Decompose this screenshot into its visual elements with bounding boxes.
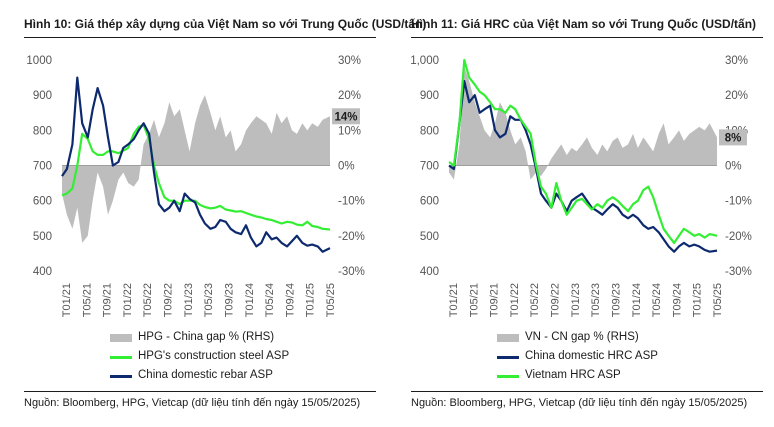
x-tick-label: T01/21: [448, 283, 460, 317]
y-tick-label-left: 700: [420, 161, 439, 173]
source-divider: [411, 391, 763, 392]
y-tick-label-right: 0%: [725, 161, 742, 173]
legend-label: HPG - China gap % (RHS): [138, 331, 275, 343]
legend-item-china: China domestic HRC ASP: [497, 349, 767, 365]
x-tick-label: T01/21: [61, 283, 73, 317]
chart-svg: 400 500 600 700 800 900 1000 -30% -20% -10% 0% 10% 2…: [26, 55, 365, 317]
legend-item-vn: Vietnam HRC ASP: [497, 368, 767, 384]
legend-item-china: China domestic rebar ASP: [110, 368, 380, 384]
x-tick-label: T05/25: [325, 283, 337, 317]
x-tick-label: T01/23: [570, 283, 582, 317]
y-tick-label-right: 20%: [338, 90, 361, 102]
legend-swatch: [110, 356, 132, 359]
y-tick-label-right: 20%: [725, 90, 748, 102]
y-tick-label-left: 800: [420, 125, 439, 137]
source-note: Nguồn: Bloomberg, HPG, Vietcap (dữ liệu …: [411, 397, 748, 409]
x-tick-label: T05/22: [142, 283, 154, 317]
legend-item-gap: VN - CN gap % (RHS): [497, 330, 767, 346]
legend-swatch: [497, 375, 519, 378]
legend-label: China domestic rebar ASP: [138, 369, 273, 381]
y-tick-label-right: -10%: [725, 196, 752, 208]
source-note: Nguồn: Bloomberg, HPG, Vietcap (dữ liệu …: [24, 397, 361, 409]
line-series: [448, 79, 718, 253]
x-tick-label: T09/21: [489, 283, 501, 317]
y-tick-label-right: -20%: [338, 231, 365, 243]
x-tick-label: T09/24: [284, 283, 296, 317]
legend-swatch: [110, 375, 132, 378]
x-tick-label: T09/24: [671, 283, 683, 317]
legend-label: VN - CN gap % (RHS): [525, 331, 639, 343]
last-value-box: [332, 108, 360, 125]
legend-item-hpg: HPG's construction steel ASP: [110, 349, 380, 365]
y-tick-label-left: 500: [420, 231, 439, 243]
legend-label: China domestic HRC ASP: [525, 350, 658, 362]
y-tick-label-left: 600: [33, 196, 52, 208]
y-tick-label-right: -20%: [725, 231, 752, 243]
x-tick-label: T05/22: [529, 283, 541, 317]
legend-swatch: [497, 334, 519, 342]
x-tick-label: T05/24: [651, 283, 663, 317]
y-tick-label-left: 1000: [26, 55, 52, 67]
x-tick-label: T09/23: [610, 283, 622, 317]
x-tick-label: T01/22: [122, 283, 134, 317]
chart-panel-left: Hình 10: Giá thép xây dựng của Việt Nam …: [24, 17, 427, 409]
x-tick-label: T05/21: [81, 283, 93, 317]
legend-swatch: [497, 356, 519, 359]
x-tick-label: T01/24: [244, 283, 256, 317]
chart-title: Hình 11: Giá HRC của Việt Nam so với Tru…: [411, 17, 757, 31]
gap-area-series: [449, 67, 717, 180]
legend-item-gap: HPG - China gap % (RHS): [110, 330, 380, 346]
y-tick-label-right: 0%: [338, 161, 355, 173]
title-divider: [24, 37, 376, 38]
last-value-label: 14%: [334, 111, 357, 123]
x-tick-label: T01/24: [631, 283, 643, 317]
chart-svg: 4005006007008009001,000-30%-20%-10%0%10%…: [410, 55, 752, 317]
x-tick-label: T01/25: [305, 283, 317, 317]
y-tick-label-right: 30%: [725, 55, 748, 67]
y-tick-label-left: 900: [420, 90, 439, 102]
chart-title: Hình 10: Giá thép xây dựng của Việt Nam …: [24, 17, 427, 31]
x-tick-label: T05/25: [712, 283, 724, 317]
last-value-label: 8%: [725, 132, 742, 144]
x-tick-label: T09/21: [102, 283, 114, 317]
legend-label: HPG's construction steel ASP: [138, 350, 290, 362]
y-tick-label-right: -30%: [338, 266, 365, 278]
legend-label: Vietnam HRC ASP: [525, 369, 621, 381]
x-tick-label: T09/22: [550, 283, 562, 317]
line-series: [61, 76, 331, 253]
title-divider: [411, 37, 763, 38]
source-divider: [24, 391, 376, 392]
y-tick-label-left: 700: [33, 161, 52, 173]
x-tick-label: T09/22: [163, 283, 175, 317]
y-tick-label-right: 10%: [338, 125, 361, 137]
y-tick-label-right: 30%: [338, 55, 361, 67]
x-tick-label: T01/23: [183, 283, 195, 317]
x-tick-label: T01/22: [509, 283, 521, 317]
line-series: [448, 58, 718, 244]
y-tick-label-right: -10%: [338, 196, 365, 208]
legend-swatch: [110, 334, 132, 342]
x-tick-label: T05/24: [264, 283, 276, 317]
gap-area-series: [62, 95, 330, 243]
y-tick-label-left: 800: [33, 125, 52, 137]
x-tick-label: T09/23: [223, 283, 235, 317]
y-tick-label-left: 500: [33, 231, 52, 243]
x-tick-label: T05/21: [468, 283, 480, 317]
chart-panel-right: Hình 11: Giá HRC của Việt Nam so với Tru…: [387, 0, 774, 427]
y-tick-label-left: 600: [420, 196, 439, 208]
y-tick-label-left: 1,000: [410, 55, 439, 67]
x-tick-label: T05/23: [590, 283, 602, 317]
y-tick-label-left: 400: [33, 266, 52, 278]
x-tick-label: T05/23: [203, 283, 215, 317]
y-tick-label-left: 900: [33, 90, 52, 102]
last-value-box: [719, 129, 747, 146]
y-tick-label-left: 400: [420, 266, 439, 278]
x-tick-label: T01/25: [692, 283, 704, 317]
line-series: [61, 123, 331, 231]
y-tick-label-right: -30%: [725, 266, 752, 278]
